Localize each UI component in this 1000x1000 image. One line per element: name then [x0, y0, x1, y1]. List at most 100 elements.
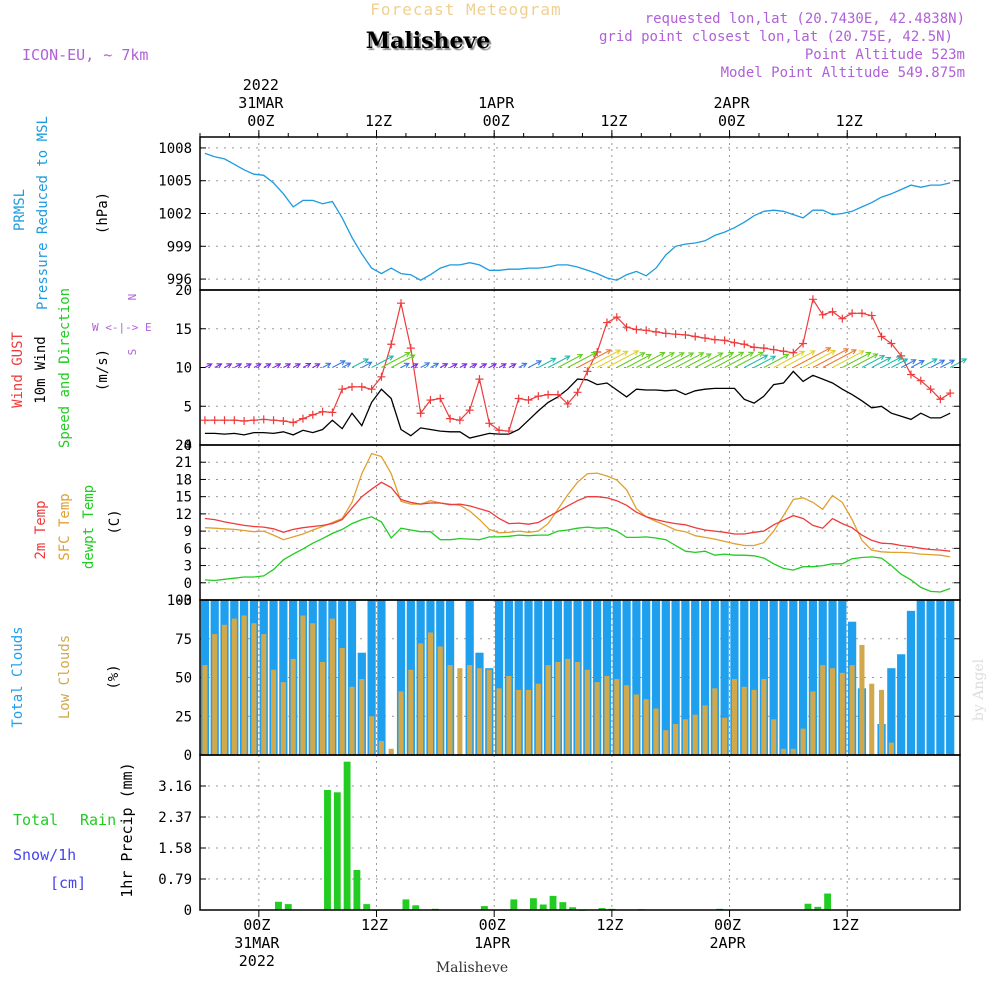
wind-direction-arrow	[734, 351, 764, 368]
gust-marker	[936, 395, 945, 404]
wind-arrow-head	[738, 351, 745, 357]
wind-arrow-head	[206, 363, 213, 369]
wind-unit: (m/s)	[95, 349, 111, 391]
gust-marker	[740, 340, 749, 349]
low-cloud-bar	[722, 717, 728, 755]
gust-marker	[622, 323, 631, 332]
wind-arrow-head	[461, 363, 468, 369]
total-cloud-bar	[769, 600, 778, 755]
low-cloud-bar	[712, 688, 718, 755]
wind-arrow-head	[668, 352, 675, 358]
pressure-label-1: PRMSL	[12, 189, 28, 231]
x-label-bottom: 12Z	[596, 916, 623, 934]
low-cloud-bar	[643, 699, 649, 755]
low-cloud-bar	[447, 665, 453, 755]
pressure-label-2: Pressure Reduced to MSL	[35, 116, 51, 310]
x-label-bottom: 1APR	[474, 934, 511, 952]
low-cloud-bar	[624, 685, 630, 755]
wind-arrow-head	[305, 362, 312, 369]
gust-marker	[426, 396, 435, 405]
footer-location: Malisheve	[436, 960, 508, 976]
gust-marker	[906, 370, 915, 379]
wind-direction-arrow	[489, 363, 497, 368]
low-clouds-label: Low Clouds	[57, 635, 73, 719]
wind-direction-arrow	[842, 352, 871, 368]
gust-marker	[730, 338, 739, 347]
temp-side-label: 2m Temp SFC Temp dewpt Temp (C)	[33, 485, 123, 569]
gust-marker	[897, 351, 906, 360]
wind-direction-arrow	[881, 356, 902, 368]
wind-arrow-head	[491, 363, 498, 369]
gust-marker	[553, 390, 562, 399]
wind-direction-arrow	[224, 363, 232, 368]
gust-marker	[544, 390, 553, 399]
panel-frame	[199, 754, 961, 911]
wind-direction-arrow	[793, 347, 831, 368]
wind-direction-arrow	[645, 352, 675, 368]
precip-bar	[569, 907, 577, 910]
precip-bar	[353, 869, 361, 910]
low-cloud-bar	[869, 683, 875, 755]
low-cloud-bar	[496, 688, 502, 755]
wind-direction-arrow	[292, 363, 301, 368]
wind-arrow-head	[226, 363, 233, 369]
wind-arrow-head	[471, 363, 478, 369]
gust-marker	[926, 385, 935, 394]
wind-direction-arrow	[283, 363, 291, 368]
gust-marker	[455, 416, 464, 425]
wind-arrow-head	[918, 360, 925, 366]
compass-we: W <-|-> E	[92, 321, 152, 334]
wind-arrow-head	[688, 352, 695, 358]
gust-marker	[475, 375, 484, 384]
gust-marker	[397, 299, 406, 308]
temp2m-line	[204, 481, 951, 552]
x-label-top: 31MAR	[238, 94, 284, 112]
wind-arrow-head	[481, 363, 488, 369]
wind-direction-arrow	[400, 362, 410, 368]
wind-arrow-head	[825, 347, 832, 353]
location-title: Malisheve	[366, 28, 490, 54]
x-label-top: 1APR	[478, 94, 515, 112]
gust-marker	[465, 406, 474, 415]
precip-unit: 1hr Precip (mm)	[118, 762, 136, 897]
wind-direction-arrow	[714, 351, 744, 368]
low-cloud-bar	[741, 686, 747, 755]
low-cloud-bar	[790, 748, 796, 755]
low-cloud-bar	[280, 682, 286, 755]
wind-direction-arrow	[665, 352, 694, 368]
wind-direction-arrow	[606, 350, 639, 368]
requested-point: requested lon,lat (20.7430E, 42.4838N)	[645, 11, 965, 27]
gust-marker	[661, 329, 670, 338]
low-cloud-bar	[270, 669, 277, 755]
y-tick-label: 50	[175, 671, 192, 687]
total-cloud-bar	[593, 600, 602, 755]
wind-direction-arrow	[900, 359, 916, 368]
wind10-label: 10m Wind	[33, 336, 49, 403]
precip-bar	[480, 906, 488, 910]
wind-arrow-head	[550, 357, 557, 363]
wind-direction-arrow	[214, 363, 222, 368]
low-cloud-bar	[771, 719, 777, 755]
pressure-series	[204, 152, 951, 281]
wind-direction-arrow	[361, 361, 372, 368]
x-label-bottom: 00Z	[714, 916, 741, 934]
total-cloud-bar	[936, 600, 945, 755]
gust-marker	[720, 336, 729, 345]
wind-direction-arrow	[381, 352, 410, 368]
x-label-top: 00Z	[247, 112, 274, 130]
wind-direction-arrow	[626, 354, 652, 368]
wind-direction-arrow	[675, 352, 704, 368]
wind-direction-arrow	[371, 355, 394, 368]
low-cloud-bar	[565, 658, 571, 755]
wind-direction-arrow	[567, 352, 597, 368]
wind-arrow-head	[910, 359, 917, 365]
gust-marker	[328, 408, 337, 417]
wind-arrow-head	[678, 352, 685, 358]
low-cloud-bar	[800, 728, 806, 755]
wind-arrow-head	[366, 361, 373, 367]
y-tick-label: 18	[175, 472, 192, 488]
gust-marker	[240, 416, 249, 425]
low-cloud-bar	[663, 730, 669, 755]
gust-marker	[406, 344, 415, 353]
gust-marker	[387, 340, 396, 349]
